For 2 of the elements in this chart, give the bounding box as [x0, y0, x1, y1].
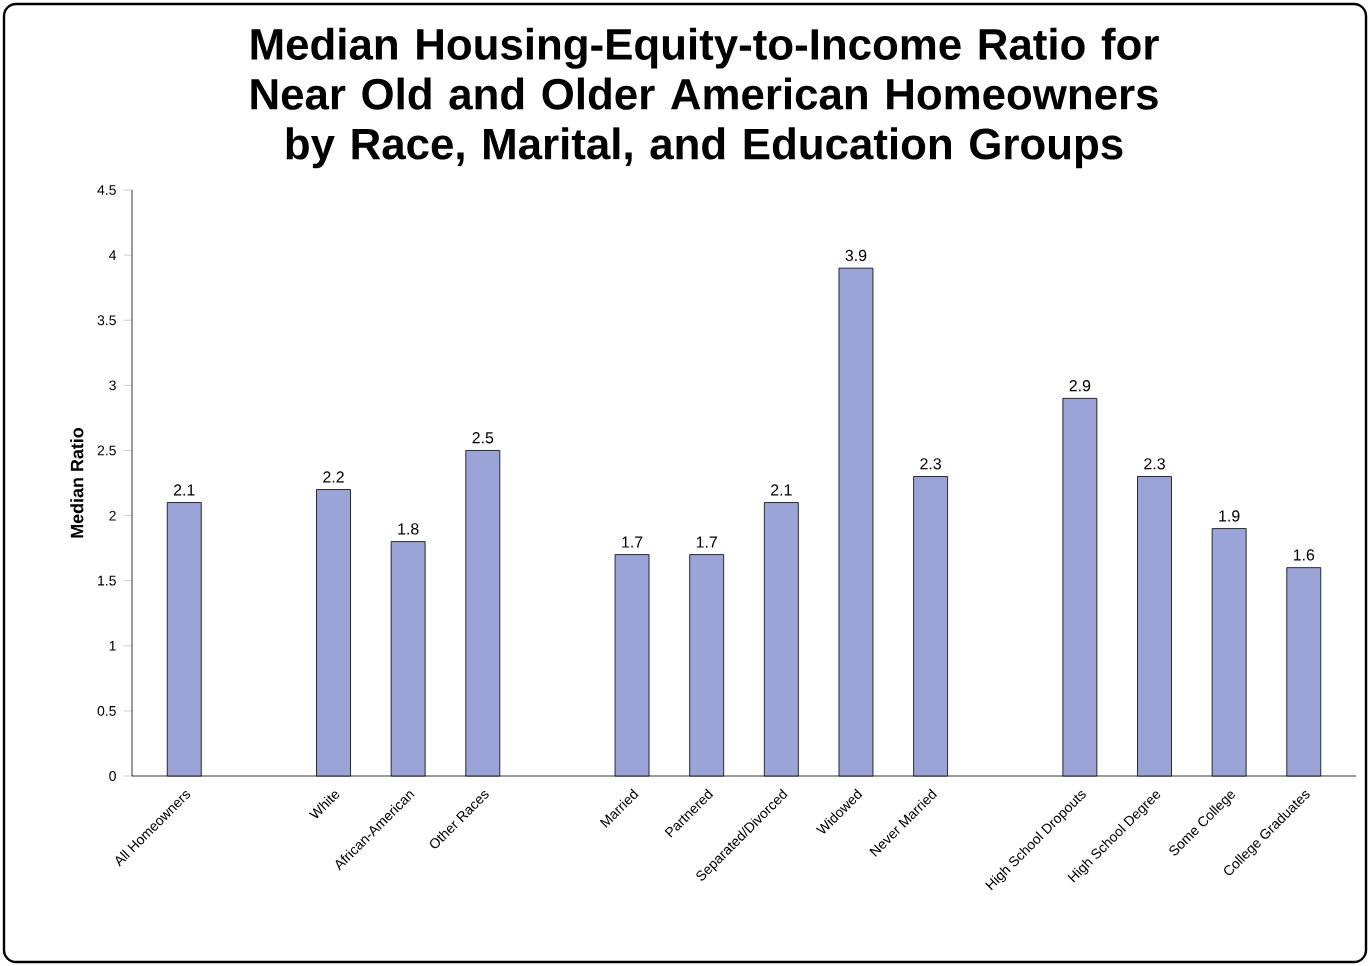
- chart-title: Median Housing-Equity-to-Income Ratio for Near Old and Older American Homeowners by Race, Marital, and Education Groups: [251, 27, 1159, 169]
- y-axis-title: Median Ratio: [70, 427, 84, 538]
